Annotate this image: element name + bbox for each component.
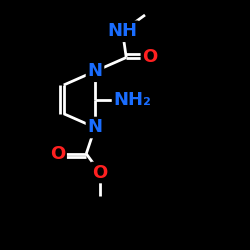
Text: NH: NH: [108, 22, 138, 40]
Text: O: O: [142, 48, 158, 66]
Text: NH₂: NH₂: [114, 91, 152, 109]
Text: N: N: [88, 118, 102, 136]
Text: O: O: [92, 164, 108, 182]
Text: N: N: [88, 62, 102, 80]
Text: O: O: [50, 145, 65, 163]
